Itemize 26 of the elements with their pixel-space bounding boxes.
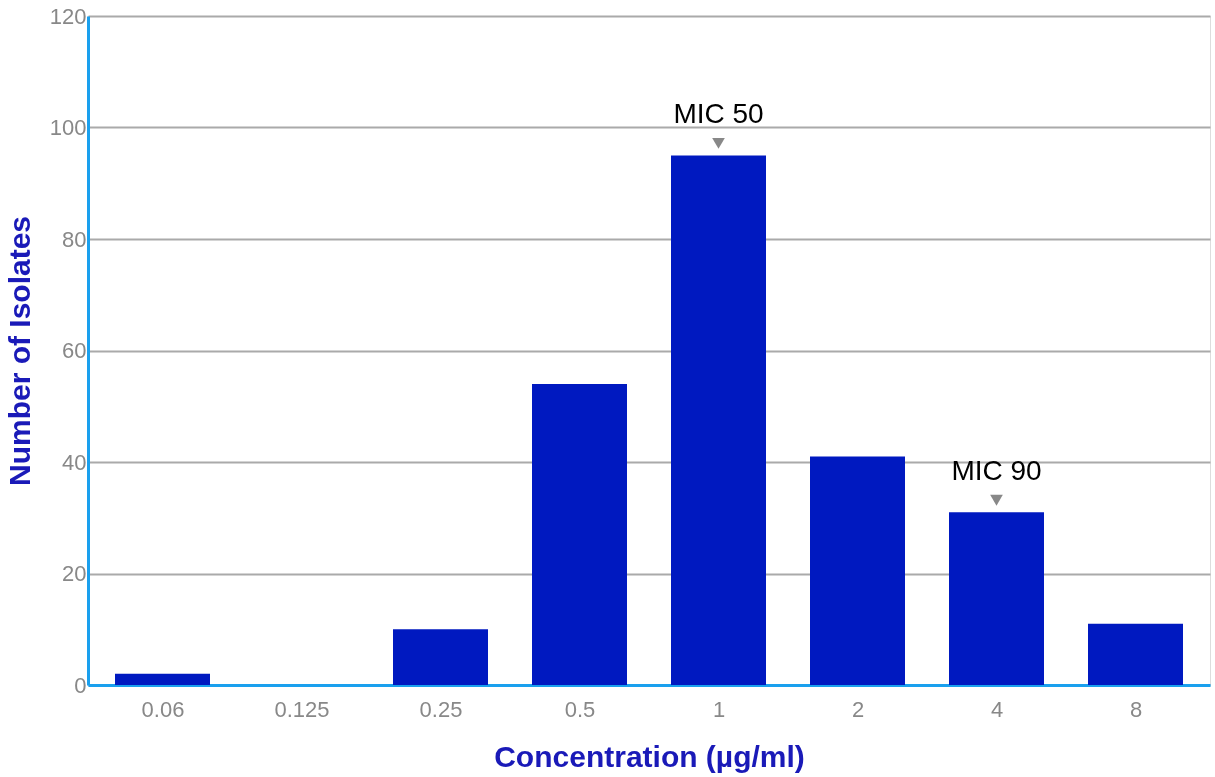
x-tick-label: 2 [851, 696, 865, 722]
x-axis-title: Concentration (µg/ml) [494, 739, 805, 773]
x-tick-label: 8 [1129, 696, 1143, 722]
annotation: MIC 50 [673, 98, 764, 130]
bar [115, 673, 210, 685]
bar [1088, 623, 1183, 685]
bar [949, 512, 1044, 685]
y-tick-label: 20 [62, 561, 87, 586]
bar [532, 383, 627, 685]
x-tick-label: 0.25 [419, 696, 463, 722]
x-tick-label: 0.06 [141, 696, 185, 722]
bar [810, 456, 905, 685]
y-tick-label: 40 [62, 449, 87, 475]
y-tick-label: 100 [49, 115, 87, 140]
y-tick-label: 120 [49, 3, 87, 29]
x-tick-label: 4 [990, 696, 1004, 722]
y-axis-title: Number of Isolates [2, 215, 36, 487]
y-tick-label: 0 [74, 672, 87, 698]
annotation: MIC 90 [951, 455, 1042, 487]
x-tick-label: 0.5 [564, 696, 596, 722]
y-tick-label: 60 [62, 338, 87, 363]
x-tick-label: 1 [712, 696, 726, 722]
y-tick-label: 80 [62, 226, 87, 252]
bar [393, 629, 488, 685]
bar [671, 155, 766, 685]
x-tick-label: 0.125 [274, 696, 330, 722]
